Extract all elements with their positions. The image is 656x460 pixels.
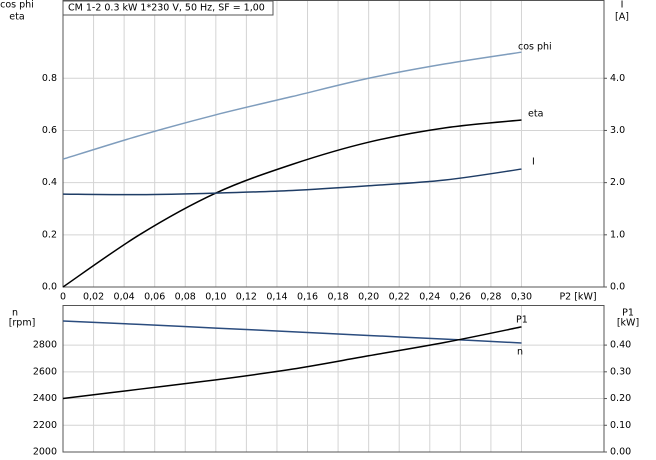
y2-tick-label: 0.10	[610, 420, 631, 431]
series-label: eta	[528, 109, 543, 120]
y2-tick-label: 0.20	[610, 393, 631, 404]
plot-background	[63, 0, 604, 287]
x-tick-label: 0,24	[419, 292, 440, 303]
plot-frame	[62, 305, 605, 453]
y2-tick-label: 0.00	[610, 447, 631, 458]
y2-tick-label: 2.0	[610, 177, 625, 188]
x-tick-label: 0,26	[450, 292, 471, 303]
x-tick-label: 0,18	[328, 292, 349, 303]
plot-background	[63, 305, 604, 452]
x-axis-label: P2 [kW]	[559, 292, 596, 303]
y2-tick-label: 0.40	[610, 340, 631, 351]
y2-tick-label: 4.0	[610, 73, 625, 84]
x-tick-label: 0,10	[205, 292, 226, 303]
x-tick-label: 0,08	[175, 292, 196, 303]
info-box	[62, 0, 274, 16]
y-axis-label: eta	[9, 12, 24, 23]
chart-title: CM 1-2 0.3 kW 1*230 V, 50 Hz, SF = 1,00	[68, 3, 265, 14]
series-line	[62, 119, 522, 288]
series-label: I	[532, 157, 535, 168]
y-tick-label: 0.0	[42, 282, 57, 293]
x-tick-label: 0,30	[511, 292, 532, 303]
x-tick-label: 0,28	[480, 292, 501, 303]
x-tick-label: 0,02	[83, 292, 104, 303]
y-tick-label: 2000	[33, 447, 57, 458]
series-line	[62, 51, 522, 160]
series-label: cos phi	[518, 42, 552, 53]
y2-axis-label: [kW]	[617, 318, 639, 329]
y-axis-label: n	[12, 308, 18, 319]
y2-tick-label: 0.30	[610, 366, 631, 377]
y2-tick-label: 3.0	[610, 125, 625, 136]
y2-tick-label: 1.0	[610, 229, 625, 240]
y2-tick-label: 0.0	[610, 282, 625, 293]
y-tick-label: 2200	[33, 420, 57, 431]
series-line	[62, 320, 522, 344]
series-line	[62, 168, 522, 196]
x-tick-label: 0	[60, 292, 66, 303]
y-tick-label: 0.2	[42, 229, 57, 240]
series-label: n	[517, 347, 523, 358]
y-tick-label: 0.4	[42, 177, 57, 188]
y-tick-label: 0.6	[42, 125, 57, 136]
x-tick-label: 0,22	[389, 292, 410, 303]
y-tick-label: 2600	[33, 366, 57, 377]
y-tick-label: 0.8	[42, 73, 57, 84]
x-tick-label: 0,20	[358, 292, 379, 303]
x-tick-label: 0,06	[144, 292, 165, 303]
x-tick-label: 0,04	[114, 292, 135, 303]
series-label: P1	[516, 315, 528, 326]
y2-axis-label: [A]	[615, 12, 629, 23]
y-axis-label: cos phi	[0, 0, 34, 11]
y-tick-label: 2400	[33, 393, 57, 404]
x-tick-label: 0,12	[236, 292, 257, 303]
x-tick-label: 0,16	[297, 292, 318, 303]
y2-axis-label: I	[621, 0, 624, 11]
y-tick-label: 2800	[33, 340, 57, 351]
series-line	[62, 326, 522, 400]
plot-frame	[62, 0, 605, 288]
y2-axis-label: P1	[622, 308, 634, 319]
y-axis-label: [rpm]	[9, 318, 36, 329]
x-tick-label: 0,14	[266, 292, 287, 303]
